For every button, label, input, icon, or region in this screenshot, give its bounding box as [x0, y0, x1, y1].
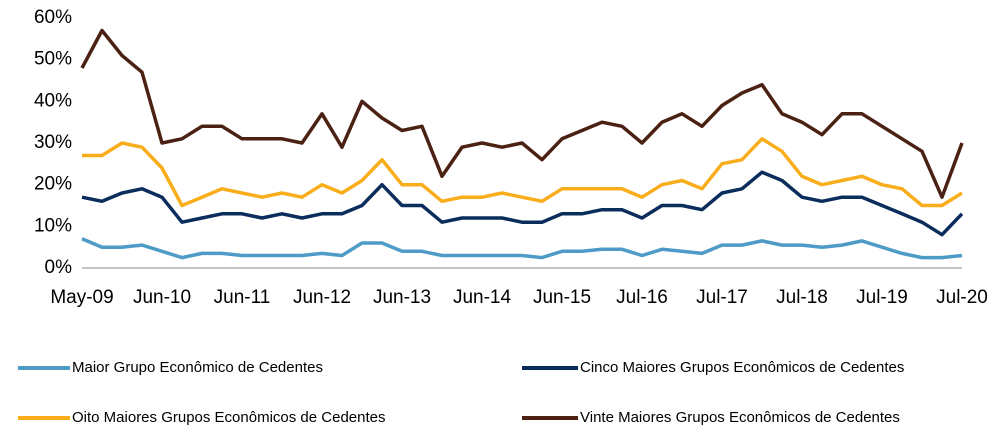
x-tick-label: Jul-20	[936, 287, 988, 308]
x-tick-label: Jun-15	[533, 287, 591, 308]
x-tick-label: May-09	[50, 287, 113, 308]
legend-label: Oito Maiores Grupos Econômicos de Cedent…	[72, 409, 385, 426]
x-tick-label: Jun-12	[293, 287, 351, 308]
legend-label: Maior Grupo Econômico de Cedentes	[72, 359, 323, 376]
x-tick-label: Jul-18	[776, 287, 828, 308]
series-line	[82, 137, 963, 208]
series-line	[81, 237, 963, 260]
y-tick-label: 20%	[34, 174, 72, 195]
x-tick-label: Jun-11	[214, 287, 271, 308]
x-tick-label: Jul-19	[856, 287, 908, 308]
y-tick-label: 10%	[34, 215, 72, 236]
x-tick-label: Jun-14	[453, 287, 512, 308]
x-tick-label: Jun-10	[133, 287, 191, 308]
y-tick-label: 50%	[34, 49, 72, 70]
y-tick-label: 30%	[34, 132, 72, 153]
series-line	[80, 28, 964, 199]
y-tick-label: 40%	[34, 90, 72, 111]
legend-label: Vinte Maiores Grupos Econômicos de Ceden…	[580, 409, 900, 426]
y-tick-label: 60%	[34, 7, 72, 28]
x-tick-label: Jul-17	[696, 287, 748, 308]
y-tick-label: 0%	[45, 257, 73, 278]
series-line	[81, 170, 964, 237]
x-tick-label: Jun-13	[373, 287, 431, 308]
legend-label: Cinco Maiores Grupos Econômicos de Ceden…	[580, 359, 904, 376]
x-tick-label: Jul-16	[616, 287, 668, 308]
